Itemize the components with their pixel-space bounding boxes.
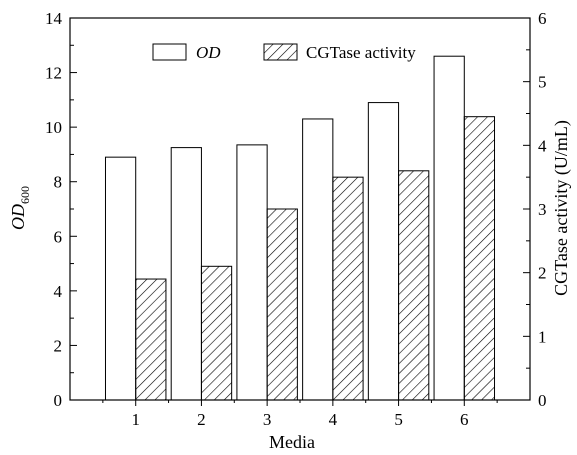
legend-label-cgtase: CGTase activity (306, 43, 416, 62)
right-tick-label: 2 (538, 264, 547, 283)
x-tick-label: 1 (131, 410, 140, 429)
left-tick-label: 4 (54, 282, 63, 301)
right-tick-label: 1 (538, 327, 547, 346)
left-axis-ticks: 0 2 4 6 8 10 12 14 (45, 9, 77, 410)
x-axis-ticks: 1 2 3 4 5 6 (102, 400, 498, 429)
bar-cgtase (398, 170, 430, 401)
x-axis-title: Media (269, 432, 315, 452)
bar-cgtase (135, 278, 167, 401)
right-tick-label: 4 (538, 136, 547, 155)
right-tick-label: 5 (538, 73, 547, 92)
legend-swatch-od (152, 43, 187, 61)
x-tick-label: 3 (263, 410, 272, 429)
bar-od (104, 156, 137, 401)
right-tick-label: 0 (538, 391, 547, 410)
bar-cgtase (200, 265, 233, 401)
bar-od (170, 147, 202, 401)
bar-od (433, 55, 465, 401)
right-tick-label: 3 (538, 200, 547, 219)
bar-cgtase (463, 116, 496, 401)
right-axis-title: CGTase activity (U/mL) (551, 120, 572, 296)
left-tick-label: 10 (45, 118, 62, 137)
left-tick-label: 0 (54, 391, 63, 410)
legend-label-od: OD (196, 43, 221, 62)
legend: OD CGTase activity (152, 43, 416, 62)
right-tick-label: 6 (538, 9, 547, 28)
plot-frame (69, 17, 531, 401)
left-tick-label: 14 (45, 9, 63, 28)
bar-od (302, 118, 334, 401)
x-tick-label: 4 (329, 410, 338, 429)
left-tick-label: 12 (45, 64, 62, 83)
left-tick-label: 6 (54, 227, 63, 246)
bar-cgtase (332, 176, 364, 401)
bar-od (236, 144, 268, 401)
plot-bars (104, 55, 496, 401)
right-axis-ticks: 0 1 2 3 4 5 6 (523, 9, 547, 410)
x-tick-label: 5 (394, 410, 403, 429)
legend-swatch-cgtase (263, 43, 298, 61)
left-axis-title: OD600 (8, 186, 32, 230)
x-tick-label: 2 (197, 410, 206, 429)
bar-cgtase (266, 208, 298, 401)
left-tick-label: 8 (54, 173, 63, 192)
left-tick-label: 2 (54, 336, 63, 355)
x-tick-label: 6 (460, 410, 469, 429)
bar-od (367, 102, 400, 401)
